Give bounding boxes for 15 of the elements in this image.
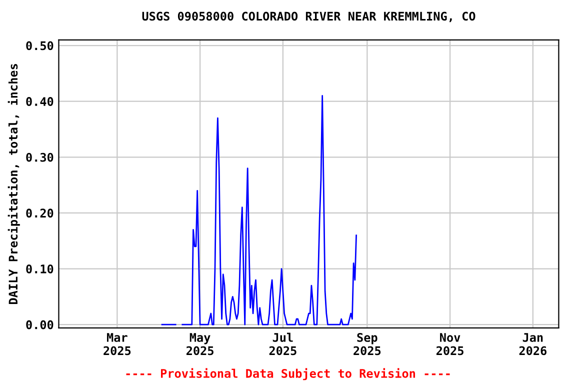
x-tick-label: Jul 2025 (269, 332, 296, 356)
text: ---- Provisional Data Subject to Revision ---- (126, 368, 450, 380)
y-tick-label: 0.00 (26, 320, 54, 330)
y-tick-label: 0.20 (26, 208, 54, 218)
x-tick-label: Nov 2025 (436, 333, 464, 356)
y-tick-label: 0.10 (26, 264, 54, 274)
chart-title: USGS 09058000 COLORADO RIVER NEAR KREMMLING, CO (142, 12, 476, 22)
x-tick-label: May 2025 (186, 333, 214, 356)
y-tick-label: 0.30 (26, 152, 54, 162)
y-tick-label: 0.50 (26, 41, 54, 50)
y-tick-label: 0.40 (26, 97, 54, 106)
x-tick-label: Jan 2026 (519, 333, 546, 356)
y-axis-title: DAILY Precipitation, total, inches (8, 64, 20, 304)
x-tick-label: Sep 2025 (354, 333, 381, 356)
x-tick-label: Mar 2025 (104, 333, 131, 356)
